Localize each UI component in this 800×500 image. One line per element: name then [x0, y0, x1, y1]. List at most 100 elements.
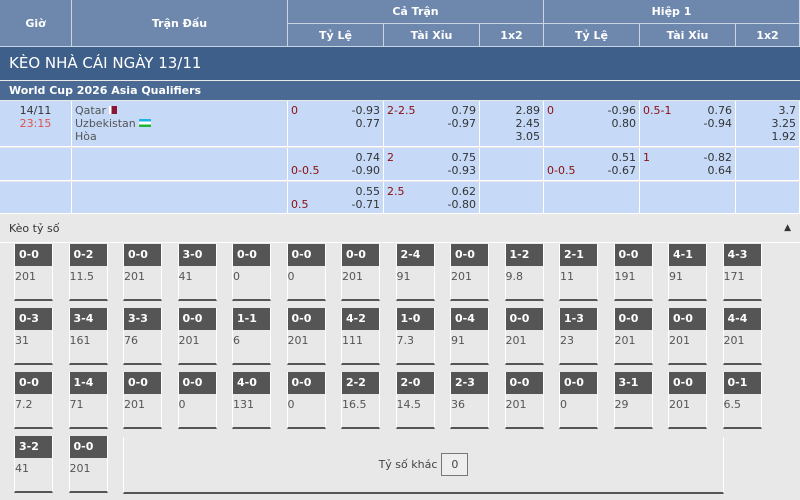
score-cell[interactable]: 0-0 0 — [559, 372, 598, 429]
odds-value[interactable]: -0.93 — [447, 164, 476, 177]
score-cell[interactable]: 4-4 201 — [722, 308, 762, 365]
odds-value[interactable]: 0.64 — [707, 164, 733, 177]
odds-value[interactable]: 3.05 — [515, 130, 541, 143]
h1-1x2-cell — [736, 182, 800, 214]
score-cell[interactable]: 0-0 0 — [286, 244, 326, 301]
score-odds: 201 — [287, 334, 309, 347]
score-cell[interactable]: 0-0 7.2 — [14, 372, 53, 429]
header-h1-1x2: 1x2 — [736, 24, 800, 47]
score-odds: 11.5 — [69, 270, 95, 283]
score-cell[interactable]: 0-0 191 — [613, 244, 653, 301]
odds-value[interactable]: 0.74 — [355, 151, 381, 164]
odds-value[interactable]: 2.89 — [515, 104, 541, 117]
score-cell[interactable]: 0-0 201 — [123, 372, 162, 429]
header-ft-ty-le: Tỷ Lệ — [288, 24, 384, 47]
score-odds: 0 — [178, 398, 186, 411]
score-cell[interactable]: 4-3 171 — [722, 244, 762, 301]
score-label: 0-0 — [287, 244, 325, 266]
score-cell[interactable]: 0-0 201 — [668, 372, 707, 429]
score-label: 1-0 — [396, 308, 434, 330]
score-cell[interactable]: 0-3 31 — [14, 308, 53, 365]
score-cell[interactable]: 0-0 201 — [341, 244, 380, 301]
score-cell[interactable]: 4-0 131 — [232, 372, 271, 429]
away-team[interactable]: Uzbekistan — [75, 117, 136, 130]
header-h1-tai-xiu: Tài Xỉu — [640, 24, 736, 47]
score-cell[interactable]: 0-0 201 — [286, 308, 326, 365]
score-cell[interactable]: 2-0 14.5 — [395, 372, 435, 429]
odds-value[interactable]: -0.94 — [703, 117, 732, 130]
odds-value[interactable]: 1.92 — [771, 130, 797, 143]
score-cell[interactable]: 2-4 91 — [395, 244, 435, 301]
score-cell[interactable]: 2-2 16.5 — [341, 372, 380, 429]
score-cell[interactable]: 0-0 201 — [450, 244, 489, 301]
odds-value[interactable]: -0.90 — [351, 164, 380, 177]
odds-value[interactable]: 0.55 — [355, 185, 381, 198]
score-label: 0-0 — [505, 372, 543, 394]
odds-value[interactable]: 0.79 — [451, 104, 477, 117]
odds-value[interactable]: 0.80 — [611, 117, 637, 130]
correct-score-header[interactable]: Kèo tỷ số ▲ — [0, 214, 800, 243]
score-cell[interactable]: 3-4 161 — [68, 308, 108, 365]
score-cell[interactable]: 3-2 41 — [14, 436, 53, 493]
odds-value[interactable]: 0.77 — [355, 117, 381, 130]
score-cell[interactable]: 0-0 201 — [123, 244, 162, 301]
score-label: 2-1 — [560, 244, 597, 266]
score-cell[interactable]: 0-0 201 — [504, 372, 544, 429]
score-cell[interactable]: 0-0 201 — [177, 308, 217, 365]
score-cell[interactable]: 1-4 71 — [68, 372, 108, 429]
score-cell[interactable]: 2-3 36 — [450, 372, 489, 429]
odds-value[interactable]: -0.82 — [703, 151, 732, 164]
score-cell[interactable]: 1-2 9.8 — [504, 244, 544, 301]
odds-value[interactable]: -0.67 — [607, 164, 636, 177]
odds-value[interactable]: 0.76 — [707, 104, 733, 117]
score-cell[interactable]: 0-2 11.5 — [68, 244, 108, 301]
score-cell[interactable]: 2-1 11 — [559, 244, 598, 301]
odds-value[interactable]: 0.62 — [451, 185, 477, 198]
h1-1x2-cell: 3.7 3.25 1.92 — [736, 101, 800, 147]
odds-value[interactable]: -0.97 — [447, 117, 476, 130]
odds-value[interactable]: -0.71 — [351, 198, 380, 211]
header-tran-dau: Trận Đấu — [72, 0, 288, 47]
score-cell[interactable]: 0-0 201 — [504, 308, 544, 365]
score-cell[interactable]: 3-3 76 — [123, 308, 162, 365]
score-cell[interactable]: 1-0 7.3 — [395, 308, 435, 365]
score-cell[interactable]: 4-2 111 — [341, 308, 380, 365]
score-odds: 0 — [233, 270, 240, 283]
score-cell[interactable]: 0-0 201 — [668, 308, 707, 365]
odds-value[interactable]: -0.96 — [607, 104, 636, 117]
other-score-value[interactable]: 0 — [441, 453, 469, 476]
match-date: 14/11 — [19, 104, 52, 117]
odds-value[interactable]: 3.7 — [778, 104, 797, 117]
score-label: 0-0 — [15, 372, 52, 394]
odds-value[interactable]: 2.45 — [515, 117, 541, 130]
home-team[interactable]: Qatar — [75, 104, 106, 117]
odds-value[interactable]: -0.80 — [447, 198, 476, 211]
score-cell[interactable]: 1-3 23 — [559, 308, 598, 365]
score-odds: 201 — [124, 270, 145, 283]
score-cell[interactable]: 0-1 6.5 — [722, 372, 762, 429]
score-label: 3-4 — [69, 308, 107, 330]
score-odds: 171 — [723, 270, 745, 283]
odds-value[interactable]: 0.51 — [611, 151, 637, 164]
score-cell[interactable]: 0-0 0 — [232, 244, 271, 301]
score-cell[interactable]: 0-0 201 — [68, 436, 108, 493]
score-cell[interactable]: 1-1 6 — [232, 308, 271, 365]
score-cell[interactable]: 4-1 91 — [668, 244, 707, 301]
score-cell[interactable]: 0-0 201 — [14, 244, 53, 301]
odds-value[interactable]: 3.25 — [771, 117, 797, 130]
score-label: 4-0 — [233, 372, 270, 394]
collapse-icon[interactable]: ▲ — [784, 223, 791, 233]
score-cell[interactable]: 0-0 201 — [613, 308, 653, 365]
score-cell[interactable]: 0-0 0 — [286, 372, 326, 429]
odds-value[interactable]: 0.75 — [451, 151, 477, 164]
score-cell[interactable]: 0-4 91 — [450, 308, 489, 365]
score-cell[interactable]: 3-0 41 — [177, 244, 217, 301]
line-label: 0-0.5 — [291, 164, 320, 177]
score-label: 4-4 — [723, 308, 761, 330]
line-label: 0 — [291, 104, 298, 117]
score-odds: 41 — [15, 462, 29, 475]
score-cell[interactable]: 3-1 29 — [613, 372, 653, 429]
other-score: Tỷ số khác 0 — [123, 437, 724, 494]
score-cell[interactable]: 0-0 0 — [177, 372, 217, 429]
odds-value[interactable]: -0.93 — [351, 104, 380, 117]
